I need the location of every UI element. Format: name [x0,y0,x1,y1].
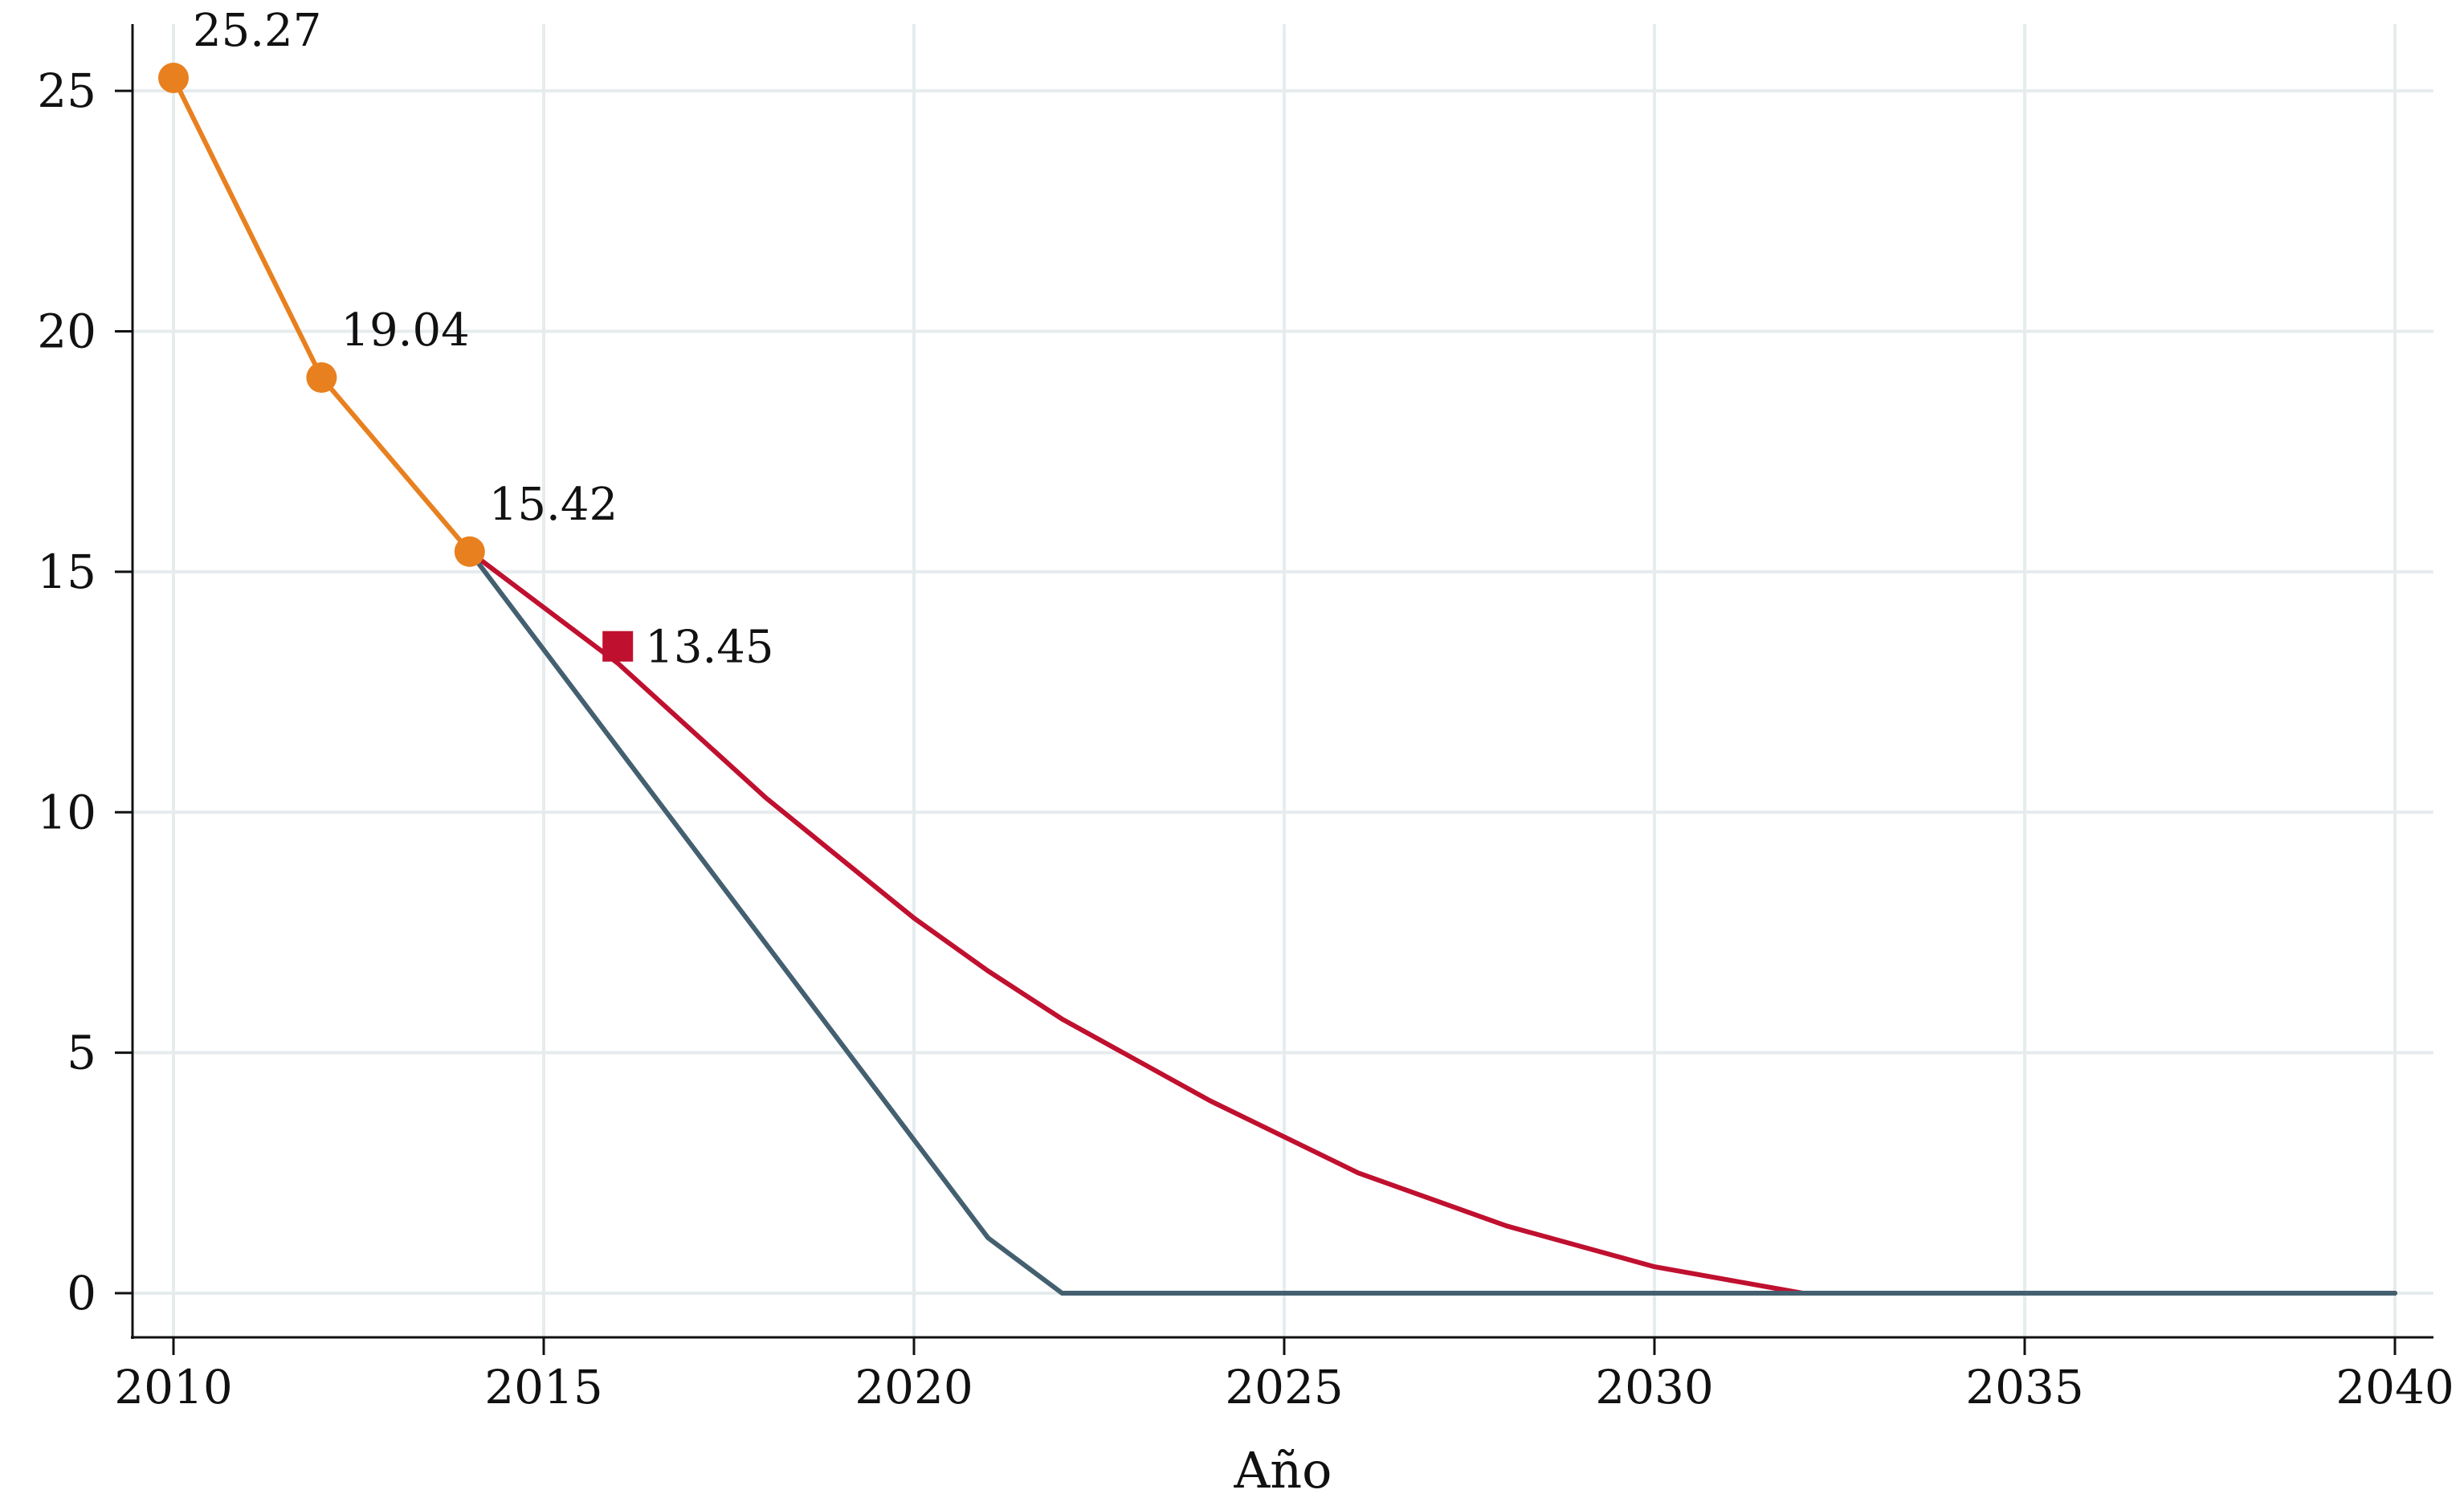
data-label: 25.27 [193,5,321,57]
y-tick-label: 15 [37,545,96,599]
data-label: 19.04 [341,304,469,357]
data-label: 15.42 [489,479,618,531]
y-tick-label: 5 [67,1026,96,1080]
data-point-circle [306,362,337,394]
y-tick-label: 20 [37,304,96,359]
markers [158,63,634,662]
x-tick-label: 2025 [1225,1360,1344,1414]
data-point-square [602,631,634,662]
y-tick-label: 10 [37,785,96,839]
x-tick-label: 2020 [855,1360,973,1414]
series-line-2 [467,549,2397,1296]
data-label: 13.45 [645,622,773,674]
x-tick-label: 2035 [1965,1360,2084,1414]
data-point-circle [158,63,189,93]
y-tick-label: 25 [37,63,96,118]
x-tick-label: 2015 [484,1360,603,1414]
x-tick-label: 2030 [1595,1360,1714,1414]
x-tick-label: 2040 [2335,1360,2454,1414]
x-tick-label: 2010 [114,1360,233,1414]
grid [133,24,2433,1337]
data-labels: 25.27 19.04 15.42 13.45 [193,5,774,674]
y-tick-label: 0 [67,1266,96,1320]
x-axis-title: Año [1233,1441,1332,1498]
data-point-circle [454,536,485,567]
